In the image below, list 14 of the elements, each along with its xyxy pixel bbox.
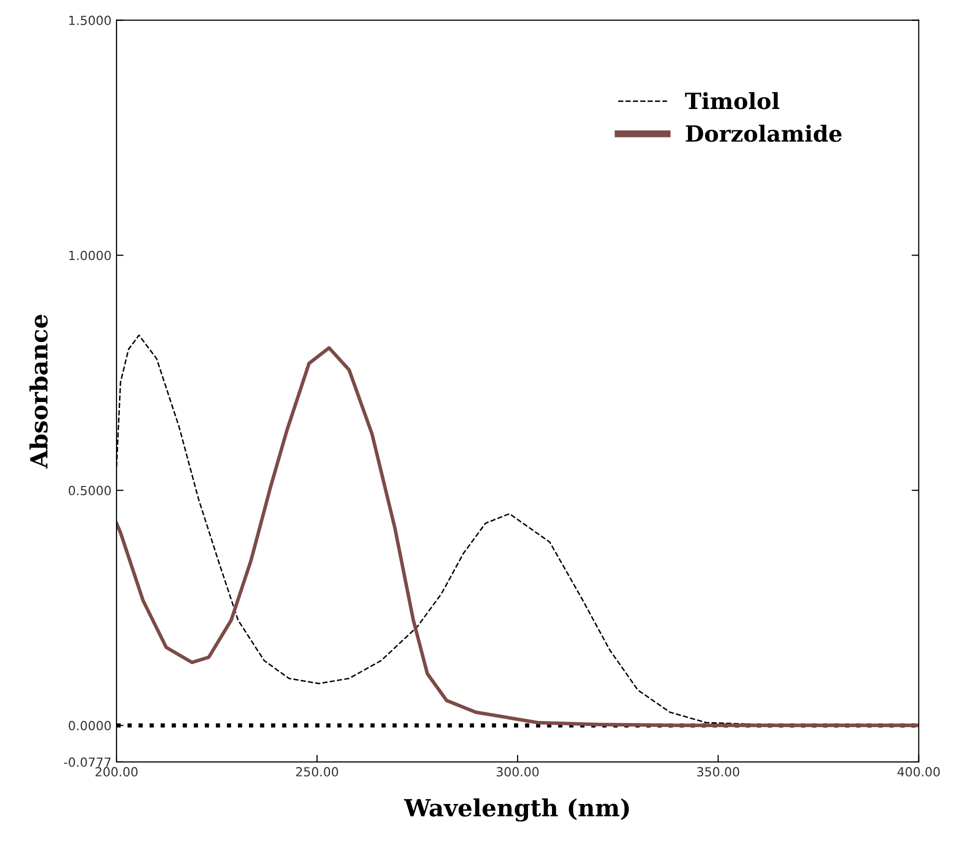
legend-label: Timolol xyxy=(685,92,780,110)
x-axis-title: Wavelength (nm) xyxy=(404,798,629,822)
y-tick-label: -0.0777 xyxy=(64,757,111,767)
legend-label: Dorzolamide xyxy=(686,124,842,142)
x-tick-label: 250.00 xyxy=(296,767,338,776)
x-tick-label: 350.00 xyxy=(697,767,740,776)
y-tick-label: 0.5000 xyxy=(68,486,111,496)
x-tick-label: 200.00 xyxy=(96,767,138,776)
x-tick-label: 300.00 xyxy=(496,767,539,776)
y-axis-title: Absorbance xyxy=(29,314,48,469)
y-tick-label: 1.5000 xyxy=(69,16,111,26)
x-tick-label: 400.00 xyxy=(897,767,940,776)
y-tick-label: 1.0000 xyxy=(69,250,111,260)
y-tick-label: 0.0000 xyxy=(68,720,111,730)
